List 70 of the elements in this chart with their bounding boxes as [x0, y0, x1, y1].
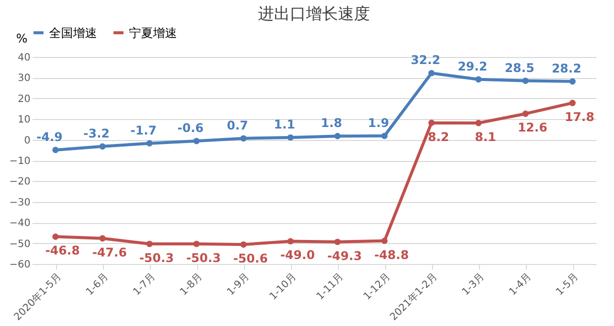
data-label: -50.6: [233, 252, 268, 266]
legend-label: 全国增速: [49, 26, 97, 40]
point: [52, 234, 59, 240]
point: [428, 120, 435, 126]
point: [99, 235, 106, 242]
data-label: -47.6: [92, 245, 127, 260]
point: [569, 78, 576, 85]
data-label: -46.8: [45, 244, 80, 258]
data-label: 17.8: [564, 110, 594, 124]
point: [146, 140, 153, 146]
y-tick-label: 10: [18, 114, 30, 126]
y-tick-label: −20: [9, 176, 30, 188]
y-tick-label: 20: [18, 94, 30, 105]
chart-title: 进出口增长速度: [258, 4, 370, 23]
x-tick-label: 1-7月: [131, 272, 158, 298]
data-label: 28.5: [504, 60, 534, 75]
data-label: 12.6: [518, 120, 548, 135]
y-tick-label: −40: [9, 218, 30, 230]
point: [381, 132, 388, 140]
data-label: -3.2: [83, 126, 110, 140]
data-label: 28.2: [552, 61, 582, 76]
data-label: 1.8: [320, 116, 342, 130]
legend-label: 宁夏增速: [129, 26, 177, 40]
data-label: 1.9: [368, 116, 390, 130]
data-label: 8.1: [474, 130, 496, 144]
data-label: -1.7: [130, 123, 157, 138]
point: [146, 240, 153, 248]
point: [240, 135, 247, 142]
y-tick-label: 0: [24, 135, 30, 146]
point: [99, 143, 106, 150]
x-tick-label: 1-8月: [178, 272, 205, 298]
y-tick-label: 40: [18, 52, 30, 64]
point: [240, 241, 247, 248]
point: [334, 132, 341, 140]
y-axis-title: %: [16, 32, 28, 46]
data-label: -50.3: [186, 250, 221, 265]
x-tick-label: 1-5月: [554, 272, 581, 298]
point: [193, 138, 200, 144]
point: [428, 70, 435, 76]
point: [193, 240, 200, 248]
y-tick-label: −60: [9, 260, 30, 270]
data-label: -4.9: [36, 130, 63, 144]
data-label: -0.6: [177, 121, 204, 136]
point: [475, 120, 482, 126]
point: [569, 100, 576, 106]
y-tick-label: −50: [9, 238, 30, 250]
x-tick-label: 1-3月: [460, 272, 487, 298]
y-tick-label: −30: [9, 197, 30, 208]
point: [287, 238, 294, 244]
point: [522, 78, 529, 84]
point: [381, 238, 388, 244]
data-label: 8.2: [428, 130, 450, 144]
data-label: 32.2: [410, 53, 440, 68]
x-tick-label: 1-6月: [84, 272, 111, 298]
point: [52, 146, 59, 154]
data-label: -48.8: [374, 248, 409, 262]
data-label: -49.0: [280, 248, 315, 262]
point: [475, 76, 482, 83]
x-tick-label: 1-9月: [225, 272, 252, 298]
point: [522, 110, 529, 117]
x-tick-label: 1-4月: [507, 272, 534, 298]
y-tick-label: 30: [18, 73, 30, 84]
data-label: -50.3: [139, 250, 174, 265]
point: [287, 134, 294, 141]
data-label: 29.2: [458, 59, 488, 74]
data-label: -49.3: [327, 248, 362, 263]
y-tick-label: −10: [9, 156, 30, 167]
point: [334, 238, 341, 246]
data-label: 1.1: [274, 118, 296, 132]
data-label: 0.7: [226, 118, 248, 132]
